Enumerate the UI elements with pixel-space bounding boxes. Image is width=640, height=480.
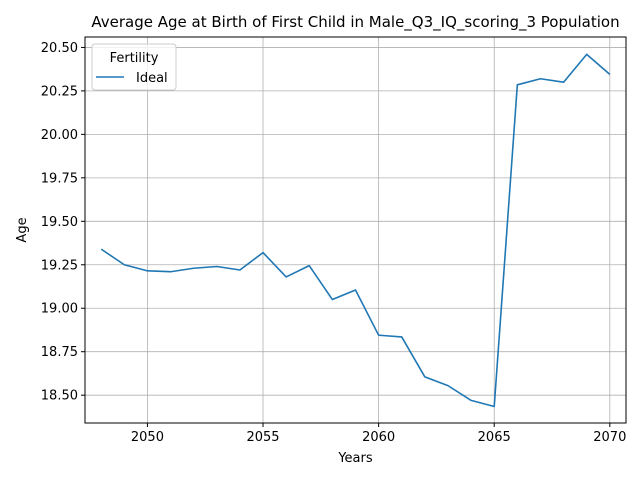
y-tick-label: 20.25 bbox=[41, 84, 78, 99]
legend: Fertility Ideal bbox=[91, 43, 177, 91]
legend-title: Fertility bbox=[110, 51, 159, 66]
series-layer bbox=[100, 53, 611, 408]
x-axis-label: Years bbox=[337, 451, 373, 466]
y-axis-label: Age bbox=[15, 217, 30, 242]
series-line-ideal bbox=[100, 53, 611, 408]
grid-lines bbox=[85, 37, 626, 423]
y-tick-label: 18.75 bbox=[41, 345, 78, 360]
x-tick-label: 2050 bbox=[131, 430, 164, 445]
y-tick-label: 19.75 bbox=[41, 171, 78, 186]
x-tick-label: 2055 bbox=[246, 430, 279, 445]
y-tick-label: 19.50 bbox=[41, 215, 78, 230]
legend-label-ideal: Ideal bbox=[136, 71, 168, 86]
x-tick-label: 2070 bbox=[593, 430, 626, 445]
y-tick-label: 19.25 bbox=[41, 258, 78, 273]
y-tick-label: 19.00 bbox=[41, 302, 78, 317]
y-tick-label: 20.00 bbox=[41, 128, 78, 143]
legend-box bbox=[91, 43, 177, 91]
x-tick-label: 2065 bbox=[478, 430, 511, 445]
chart-title: Average Age at Birth of First Child in M… bbox=[91, 13, 619, 32]
y-tick-label: 20.50 bbox=[41, 41, 78, 56]
x-tick-label: 2060 bbox=[362, 430, 395, 445]
axis-ticks: 2050 2055 2060 2065 2070 18.50 18.75 19.00 19.25… bbox=[41, 41, 627, 445]
y-tick-label: 18.50 bbox=[41, 389, 78, 404]
plot-area-frame bbox=[84, 36, 627, 424]
